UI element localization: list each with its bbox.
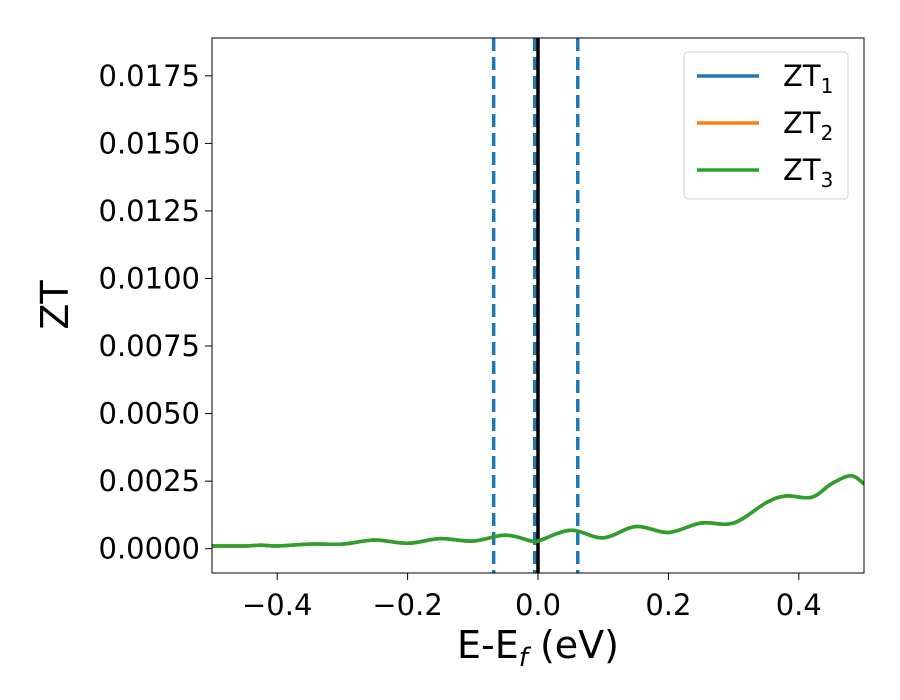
y-tick-label: 0.0075: [99, 329, 200, 363]
x-axis-label-main: E-E: [457, 623, 519, 667]
vertical-reference-lines: [491, 38, 580, 573]
legend: ZT1 ZT2 ZT3: [683, 51, 849, 200]
x-tick-label: −0.2: [372, 588, 442, 622]
y-tick-label: 0.0150: [99, 126, 200, 160]
x-tick-label: 0.0: [515, 588, 561, 622]
legend-label-zt1: ZT1: [783, 59, 833, 98]
x-tick-label: 0.2: [645, 588, 691, 622]
y-tick-label: 0.0175: [99, 59, 200, 93]
y-tick-label: 0.0100: [99, 261, 200, 295]
y-axis-ticks: 0.0000 0.0025 0.0050 0.0075 0.0100 0.0125 0.01…: [99, 59, 212, 566]
x-tick-label: 0.4: [776, 588, 822, 622]
series-lines: [212, 473, 864, 548]
x-axis-ticks: −0.4 −0.2 0.0 0.2 0.4: [242, 573, 822, 622]
y-axis-label: ZT: [33, 280, 77, 330]
y-tick-label: 0.0050: [99, 397, 200, 431]
y-tick-label: 0.0125: [99, 194, 200, 228]
x-tick-label: −0.4: [242, 588, 312, 622]
y-tick-label: 0.0000: [99, 532, 200, 566]
legend-box: [683, 51, 849, 200]
series-line-zt3: [212, 473, 864, 548]
legend-label-zt2: ZT2: [783, 106, 833, 145]
legend-label-zt3: ZT3: [783, 153, 833, 192]
x-axis-label: E-Ef (eV): [457, 623, 619, 673]
x-axis-label-unit: (eV): [528, 623, 619, 667]
y-tick-label: 0.0025: [99, 464, 200, 498]
